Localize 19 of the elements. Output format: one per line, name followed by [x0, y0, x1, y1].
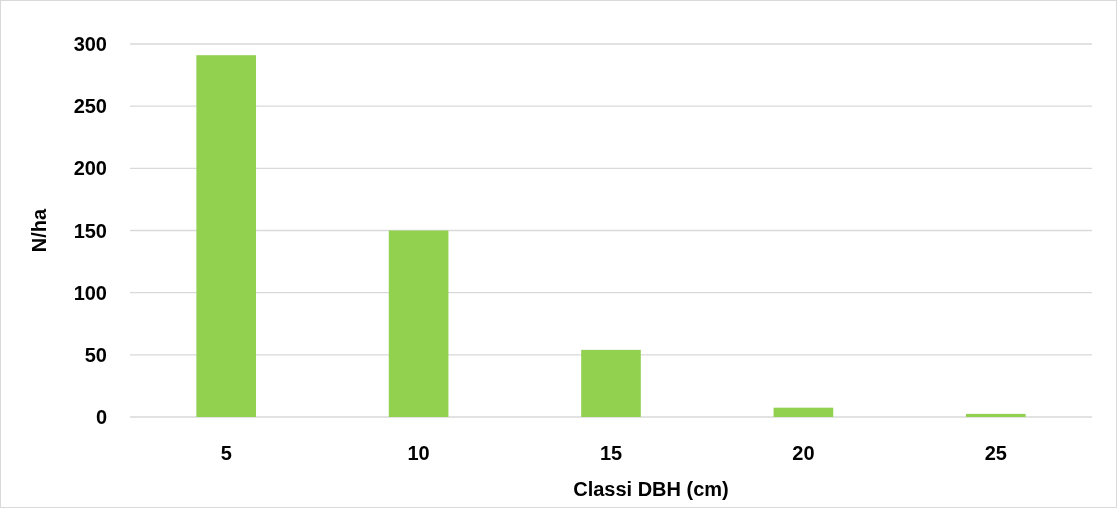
bar — [196, 55, 257, 417]
x-tick-label: 15 — [599, 442, 623, 464]
y-tick-label: 300 — [73, 33, 107, 55]
y-tick-label: 50 — [84, 343, 107, 366]
bar — [965, 413, 1026, 417]
bar — [773, 407, 834, 417]
x-tick-label: 10 — [407, 442, 430, 464]
x-tick-label: 25 — [984, 442, 1007, 464]
x-tick-label: 20 — [792, 442, 815, 464]
y-tick-label: 150 — [73, 219, 107, 242]
y-tick-label: 250 — [73, 95, 107, 118]
y-axis-title: N/ha — [28, 207, 50, 253]
bar — [388, 230, 449, 417]
x-axis-title: Classi DBH (cm) — [573, 478, 729, 500]
bar — [581, 349, 641, 417]
y-tick-label: 0 — [95, 406, 107, 428]
y-tick-label: 200 — [73, 157, 107, 180]
x-tick-label: 5 — [220, 442, 232, 464]
y-tick-label: 100 — [73, 281, 107, 304]
